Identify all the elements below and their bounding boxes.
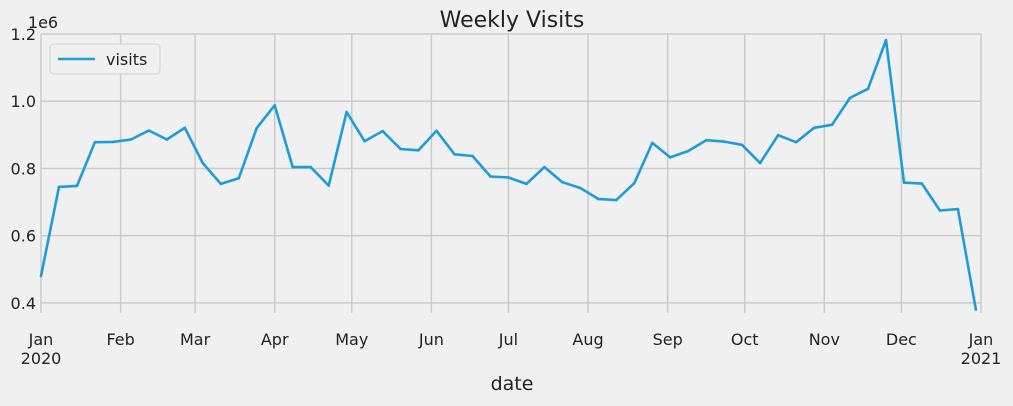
x-tick-sublabel: 2020 <box>21 349 62 368</box>
data-point <box>219 182 223 186</box>
x-tick-label: Jan <box>28 330 54 349</box>
data-point <box>471 154 474 158</box>
data-point <box>327 184 331 187</box>
data-point <box>543 165 546 169</box>
data-point <box>183 126 187 130</box>
data-point <box>165 138 169 141</box>
data-point <box>309 165 313 169</box>
y-tick-label: 1.0 <box>11 92 36 111</box>
data-point <box>435 129 438 133</box>
y-tick-label: 0.6 <box>11 227 36 246</box>
data-point <box>111 140 115 144</box>
data-point <box>776 133 780 137</box>
data-point <box>722 140 726 143</box>
data-point <box>75 184 79 188</box>
data-point <box>57 185 61 189</box>
data-point <box>345 110 348 114</box>
data-point <box>686 149 690 153</box>
y-tick-labels: 0.4 0.6 0.8 1.0 1.2 <box>11 25 36 313</box>
data-point <box>147 129 151 132</box>
data-point <box>507 176 510 179</box>
data-point <box>381 129 384 133</box>
data-point <box>453 153 456 156</box>
data-point <box>417 149 420 152</box>
x-tick-label: Feb <box>106 330 134 349</box>
x-tick-label: Sep <box>653 330 683 349</box>
data-point <box>129 138 133 141</box>
x-tick-label: Nov <box>809 330 840 349</box>
data-point <box>884 38 888 42</box>
data-point <box>273 104 277 107</box>
y-tick-label: 0.8 <box>11 159 36 178</box>
legend-label-visits: visits <box>106 50 147 69</box>
data-point <box>399 147 402 151</box>
data-point <box>615 198 618 202</box>
data-point <box>830 123 834 127</box>
data-point <box>291 165 295 169</box>
x-tick-label: Mar <box>180 330 211 349</box>
x-tick-label: Jul <box>498 330 518 349</box>
chart-title: Weekly Visits <box>440 8 585 33</box>
data-point <box>633 181 636 185</box>
data-point <box>920 182 924 185</box>
x-tick-label: May <box>335 330 368 349</box>
data-point <box>866 87 870 91</box>
data-point <box>956 207 960 211</box>
x-tick-label: Jun <box>418 330 444 349</box>
data-point <box>93 140 97 144</box>
data-point <box>597 197 600 201</box>
legend: visits <box>49 43 161 75</box>
data-point <box>812 126 816 130</box>
data-point <box>255 126 258 130</box>
data-point <box>794 140 798 144</box>
x-tick-label: Aug <box>572 330 603 349</box>
data-point <box>201 161 205 165</box>
data-point <box>704 138 708 142</box>
x-tick-label: Apr <box>261 330 289 349</box>
x-tick-sublabel: 2021 <box>961 349 1002 368</box>
y-tick-label: 1.2 <box>11 25 36 44</box>
data-point <box>579 186 582 190</box>
data-point <box>902 181 906 184</box>
data-point <box>525 182 528 186</box>
data-point <box>974 308 978 311</box>
data-point <box>668 156 672 159</box>
data-point <box>363 139 366 143</box>
y-offset-label: 1e6 <box>28 13 58 32</box>
y-tick-label: 0.4 <box>11 294 36 313</box>
data-point <box>651 141 654 145</box>
data-point <box>237 176 241 180</box>
series-layer <box>39 38 978 311</box>
x-tick-label: Dec <box>886 330 917 349</box>
x-tick-label: Oct <box>731 330 759 349</box>
legend-box <box>49 43 161 75</box>
x-axis-label: date <box>491 373 534 395</box>
data-point <box>489 175 492 178</box>
data-point <box>758 161 762 165</box>
x-tick-label: Jan <box>968 330 994 349</box>
grid <box>40 33 982 313</box>
data-point <box>848 96 852 100</box>
data-point <box>740 143 744 147</box>
data-point <box>938 209 942 212</box>
data-point <box>561 180 564 184</box>
data-point <box>39 274 43 278</box>
